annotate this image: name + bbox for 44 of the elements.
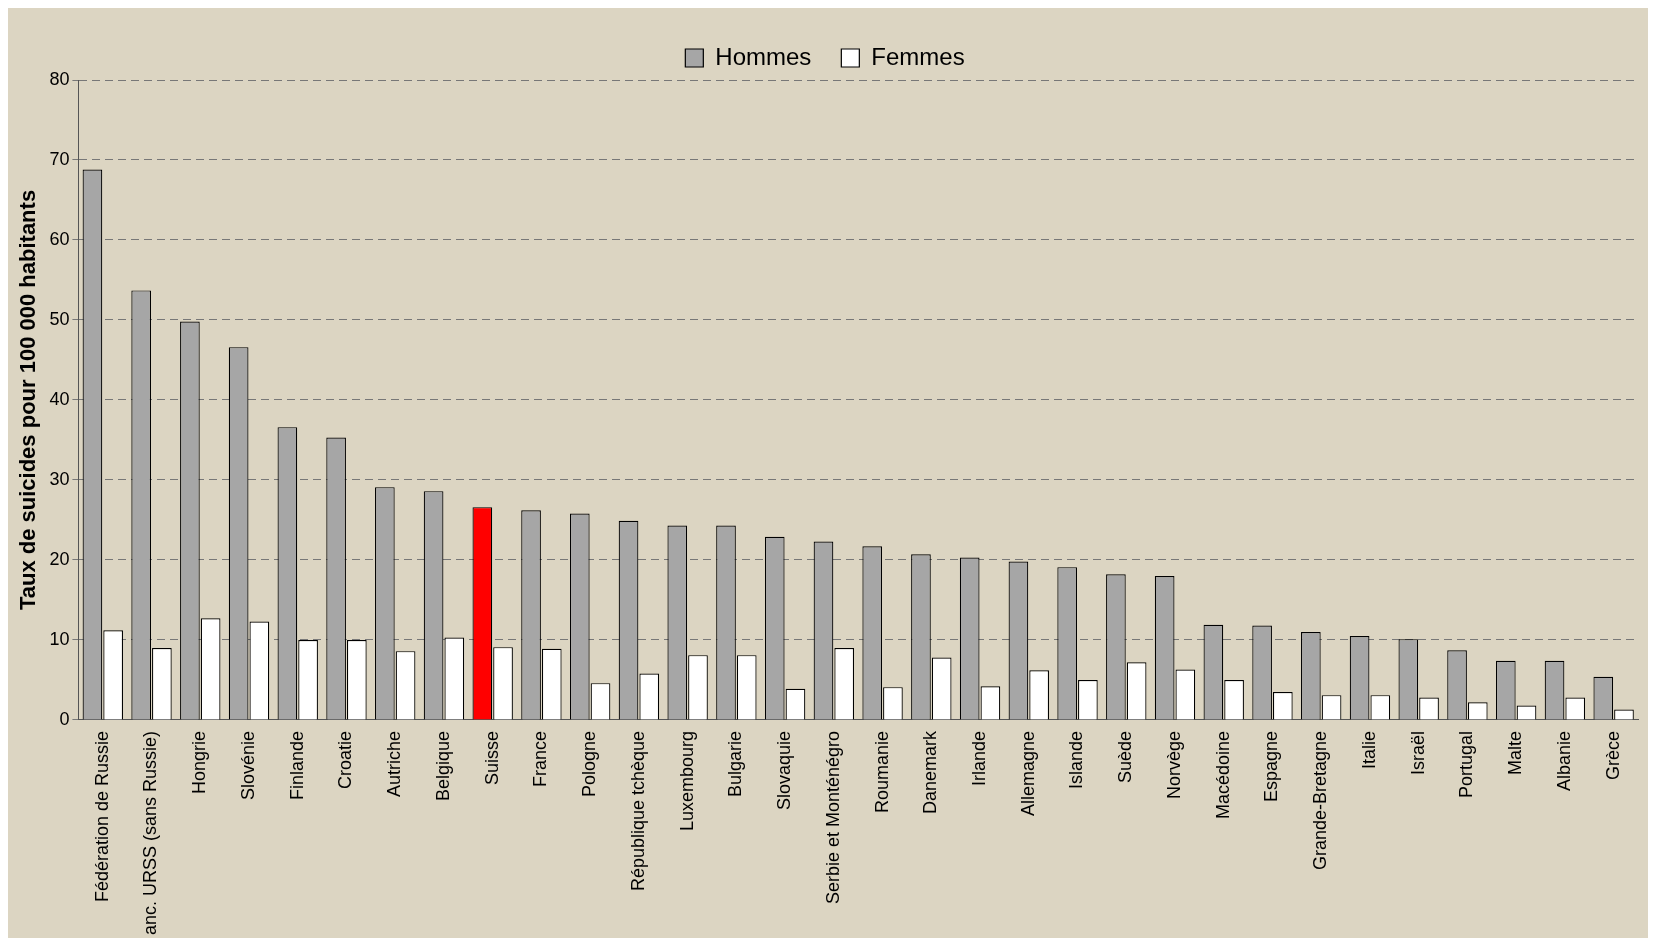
x-tick-label: Danemark: [920, 729, 941, 814]
x-tick-label: Israël: [1407, 730, 1428, 775]
y-tick-label: 70: [49, 148, 70, 169]
x-tick-label: Finlande: [286, 730, 307, 800]
x-tick-label: Grèce: [1602, 730, 1623, 780]
x-tick-label: Belgique: [432, 730, 453, 801]
legend-label: Hommes: [715, 42, 812, 70]
x-tick-label: Malte: [1505, 730, 1526, 775]
y-tick-label: 40: [49, 388, 70, 409]
x-tick-label: Slovénie: [237, 730, 258, 800]
x-tick-label: Islande: [1066, 730, 1087, 789]
x-tick-label: Norvège: [1163, 730, 1184, 799]
x-tick-label: République tchèque: [627, 730, 648, 892]
x-tick-label: Croatie: [335, 730, 356, 789]
x-tick-label: Italie: [1358, 730, 1379, 769]
y-tick-label: 30: [49, 468, 70, 489]
x-tick-label: anc. URSS (sans Russie): [140, 730, 161, 936]
x-tick-label: Suède: [1115, 730, 1136, 783]
y-tick-label: 60: [49, 228, 70, 249]
x-tick-label: Suisse: [481, 730, 502, 785]
legend-label: Femmes: [871, 42, 965, 70]
y-tick-label: 0: [59, 708, 70, 729]
x-tick-label: Roumanie: [871, 730, 892, 813]
y-tick-label: 50: [49, 308, 70, 329]
x-tick-label: Espagne: [1261, 730, 1282, 802]
x-tick-label: Fédération de Russie: [91, 730, 112, 903]
x-tick-label: Luxembourg: [676, 730, 697, 832]
x-tick-label: Portugal: [1456, 730, 1477, 798]
x-tick-label: France: [530, 730, 551, 787]
x-tick-label: Grande-Bretagne: [1310, 730, 1331, 871]
y-tick-label: 10: [49, 628, 70, 649]
y-axis-title: Taux de suicides pour 100 000 habitants: [15, 189, 41, 611]
x-tick-label: Bulgarie: [725, 730, 746, 797]
x-tick-label: Hongrie: [189, 730, 210, 794]
x-tick-label: Serbie et Monténégro: [822, 730, 843, 905]
x-tick-label: Pologne: [579, 730, 600, 797]
x-tick-label: Slovaquie: [774, 730, 795, 810]
y-tick-label: 20: [49, 548, 70, 569]
x-tick-label: Macédoine: [1212, 730, 1233, 819]
x-tick-label: Allemagne: [1017, 730, 1038, 816]
y-tick-label: 80: [49, 68, 70, 89]
x-tick-label: Autriche: [384, 730, 405, 797]
x-tick-label: Irlande: [969, 730, 990, 786]
x-tick-label: Albanie: [1553, 730, 1574, 791]
